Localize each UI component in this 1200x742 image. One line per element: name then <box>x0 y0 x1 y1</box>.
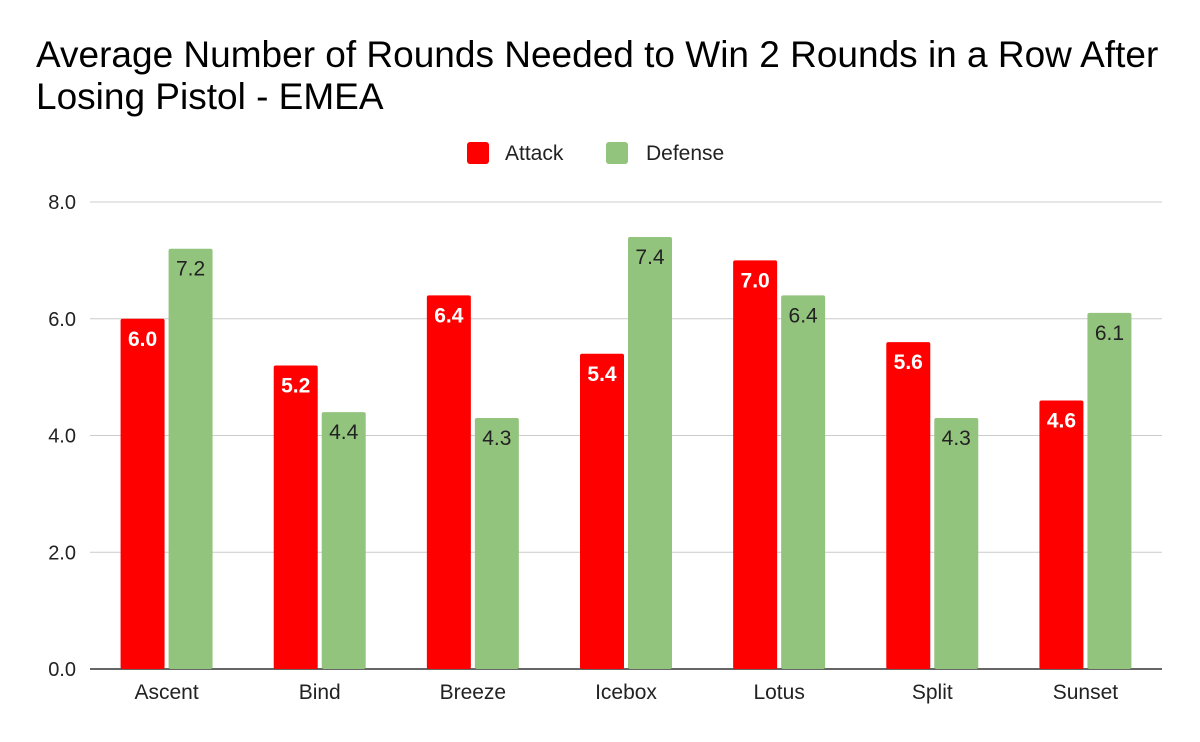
legend-swatch-defense <box>606 142 628 164</box>
bar-defense-bind <box>321 412 366 669</box>
x-category-label: Breeze <box>440 681 507 704</box>
bar-attack-icebox <box>580 353 624 669</box>
x-category-label: Ascent <box>134 681 198 704</box>
data-label: 4.6 <box>1047 409 1076 432</box>
y-tick-label: 6.0 <box>48 309 76 331</box>
y-tick-label: 0.0 <box>48 659 76 681</box>
legend-label-defense: Defense <box>646 142 724 165</box>
data-label: 6.4 <box>434 304 464 327</box>
legend-swatch-attack <box>467 142 489 164</box>
legend-label-attack: Attack <box>505 142 564 165</box>
data-label: 5.6 <box>894 351 923 374</box>
data-label: 5.4 <box>587 363 617 386</box>
data-label: 6.4 <box>789 304 819 327</box>
data-label: 6.0 <box>128 328 157 351</box>
x-category-label: Sunset <box>1053 681 1119 704</box>
y-tick-label: 8.0 <box>48 192 76 214</box>
data-label: 7.4 <box>635 246 665 269</box>
x-category-label: Icebox <box>595 681 657 704</box>
data-label: 4.3 <box>942 427 971 450</box>
bar-defense-ascent <box>168 248 213 669</box>
y-axis-ticks: 0.0 2.0 4.0 6.0 8.0 <box>48 192 76 681</box>
x-category-label: Lotus <box>753 681 804 704</box>
bar-attack-sunset <box>1039 400 1084 669</box>
data-label: 7.2 <box>176 258 205 281</box>
data-label: 4.4 <box>329 421 359 444</box>
data-label: 7.0 <box>741 269 770 292</box>
x-category-label: Bind <box>299 681 341 704</box>
bar-defense-sunset <box>1087 312 1132 669</box>
bar-defense-lotus <box>781 295 826 669</box>
bar-attack-split <box>886 342 931 669</box>
bar-defense-breeze <box>474 417 519 669</box>
bars <box>120 237 1132 669</box>
bar-attack-ascent <box>120 318 165 669</box>
y-tick-label: 4.0 <box>48 426 76 448</box>
legend: Attack Defense <box>467 142 724 165</box>
y-tick-label: 2.0 <box>48 542 76 564</box>
bar-defense-icebox <box>628 237 672 669</box>
chart-title: Average Number of Rounds Needed to Win 2… <box>36 34 1159 117</box>
bar-attack-bind <box>273 365 318 669</box>
x-category-label: Split <box>912 681 953 704</box>
bar-defense-split <box>934 417 979 669</box>
data-labels: 6.0 7.2 5.2 4.4 6.4 4.3 5.4 7.4 7.0 6.4 5.6 4.3 4.6 6… <box>128 246 1124 450</box>
data-label: 4.3 <box>482 427 511 450</box>
bar-attack-lotus <box>733 260 778 669</box>
bar-attack-breeze <box>426 295 471 669</box>
data-label: 5.2 <box>281 374 310 397</box>
data-label: 6.1 <box>1095 322 1124 345</box>
gridlines <box>90 201 1162 670</box>
x-axis-categories: Ascent Bind Breeze Icebox Lotus Split Sunset <box>134 681 1118 704</box>
